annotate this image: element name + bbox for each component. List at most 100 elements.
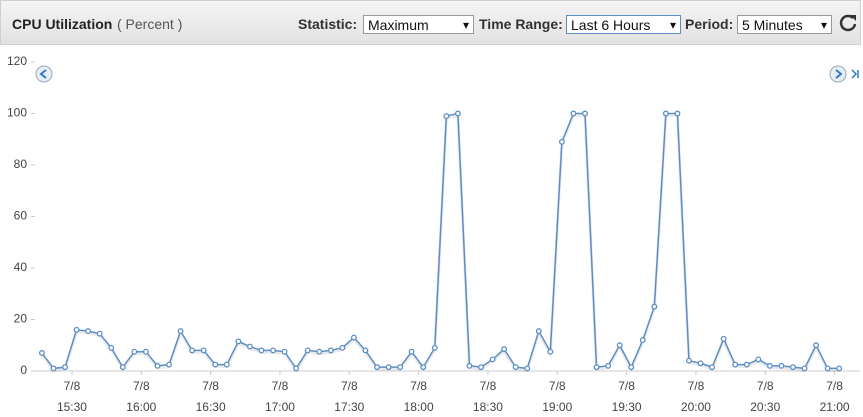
point bbox=[235, 338, 242, 345]
point bbox=[535, 328, 542, 335]
point bbox=[142, 348, 149, 355]
y-tick-label: 100 bbox=[7, 106, 27, 120]
x-tick-date: 7/8 bbox=[64, 379, 81, 393]
point bbox=[189, 347, 196, 354]
x-tick-time: 15:30 bbox=[57, 400, 87, 414]
point bbox=[50, 365, 57, 372]
point bbox=[327, 347, 334, 354]
point bbox=[697, 360, 704, 367]
y-tick-label: 80 bbox=[14, 157, 28, 171]
point bbox=[293, 365, 300, 372]
point bbox=[397, 364, 404, 371]
point bbox=[801, 365, 808, 372]
point bbox=[281, 348, 288, 355]
x-tick-time: 16:30 bbox=[196, 400, 226, 414]
time-range-label: Time Range: bbox=[479, 16, 563, 32]
point bbox=[466, 362, 473, 369]
point bbox=[350, 334, 357, 341]
point bbox=[108, 344, 115, 351]
point bbox=[686, 357, 692, 364]
point bbox=[38, 350, 45, 356]
y-tick-label: 60 bbox=[14, 209, 28, 223]
point bbox=[755, 356, 762, 363]
point bbox=[362, 347, 369, 354]
point bbox=[593, 364, 600, 371]
x-tick-date: 7/8 bbox=[757, 379, 774, 393]
metric-title: CPU Utilization bbox=[12, 16, 113, 32]
point bbox=[616, 342, 623, 349]
point bbox=[558, 138, 565, 145]
point bbox=[813, 342, 820, 349]
point bbox=[743, 361, 750, 368]
x-tick-time: 21:00 bbox=[820, 400, 850, 414]
y-tick-label: 20 bbox=[14, 312, 28, 326]
toolbar: CPU Utilization ( Percent ) Statistic: M… bbox=[0, 0, 861, 45]
x-tick-date: 7/8 bbox=[133, 379, 150, 393]
point bbox=[420, 364, 427, 371]
point bbox=[166, 361, 172, 368]
period-label: Period: bbox=[685, 16, 734, 32]
point bbox=[489, 356, 496, 363]
x-tick-time: 20:30 bbox=[750, 400, 780, 414]
refresh-button[interactable] bbox=[837, 12, 859, 34]
period-select[interactable]: 5 Minutes bbox=[737, 15, 832, 35]
point bbox=[270, 347, 276, 354]
x-tick-time: 16:00 bbox=[126, 400, 156, 414]
x-tick-time: 17:00 bbox=[265, 400, 295, 414]
x-tick-time: 18:00 bbox=[404, 400, 434, 414]
point bbox=[408, 348, 415, 355]
point bbox=[119, 364, 126, 371]
point bbox=[258, 347, 265, 354]
point bbox=[177, 328, 184, 335]
point bbox=[316, 348, 323, 355]
point bbox=[339, 344, 346, 351]
point bbox=[96, 330, 103, 337]
point bbox=[246, 343, 253, 350]
point bbox=[720, 335, 727, 342]
point bbox=[547, 348, 554, 355]
point bbox=[304, 347, 311, 354]
point bbox=[709, 364, 716, 371]
point bbox=[766, 362, 773, 369]
point bbox=[836, 365, 843, 372]
point bbox=[431, 344, 438, 351]
x-tick-time: 20:00 bbox=[681, 400, 711, 414]
point bbox=[73, 326, 80, 333]
x-tick-date: 7/8 bbox=[272, 379, 289, 393]
point bbox=[570, 110, 577, 117]
x-tick-time: 19:00 bbox=[542, 400, 572, 414]
x-tick-date: 7/8 bbox=[549, 379, 566, 393]
point bbox=[131, 348, 138, 355]
y-tick-label: 120 bbox=[7, 54, 27, 68]
point bbox=[651, 303, 658, 310]
x-tick-time: 19:30 bbox=[612, 400, 642, 414]
x-tick-date: 7/8 bbox=[341, 379, 358, 393]
point bbox=[62, 364, 68, 371]
point bbox=[582, 110, 588, 117]
point bbox=[501, 346, 508, 353]
y-tick-label: 0 bbox=[20, 363, 27, 377]
point bbox=[778, 362, 785, 369]
point bbox=[674, 110, 681, 117]
x-tick-date: 7/8 bbox=[688, 379, 705, 393]
point bbox=[605, 362, 612, 369]
point bbox=[824, 365, 831, 372]
point bbox=[212, 361, 219, 368]
point bbox=[454, 110, 461, 117]
x-tick-date: 7/8 bbox=[410, 379, 427, 393]
y-tick-label: 40 bbox=[14, 260, 28, 274]
time-range-select[interactable]: Last 6 Hours bbox=[566, 15, 681, 35]
point bbox=[200, 347, 207, 354]
x-tick-date: 7/8 bbox=[202, 379, 219, 393]
point bbox=[524, 365, 531, 372]
statistic-select[interactable]: Maximum bbox=[363, 15, 474, 35]
metric-unit: ( Percent ) bbox=[117, 16, 183, 32]
point bbox=[732, 361, 739, 368]
point bbox=[639, 337, 646, 344]
scroll-right-button[interactable] bbox=[829, 65, 859, 83]
scroll-left-button[interactable] bbox=[35, 65, 53, 83]
statistic-label: Statistic: bbox=[298, 16, 358, 32]
point bbox=[628, 364, 635, 371]
